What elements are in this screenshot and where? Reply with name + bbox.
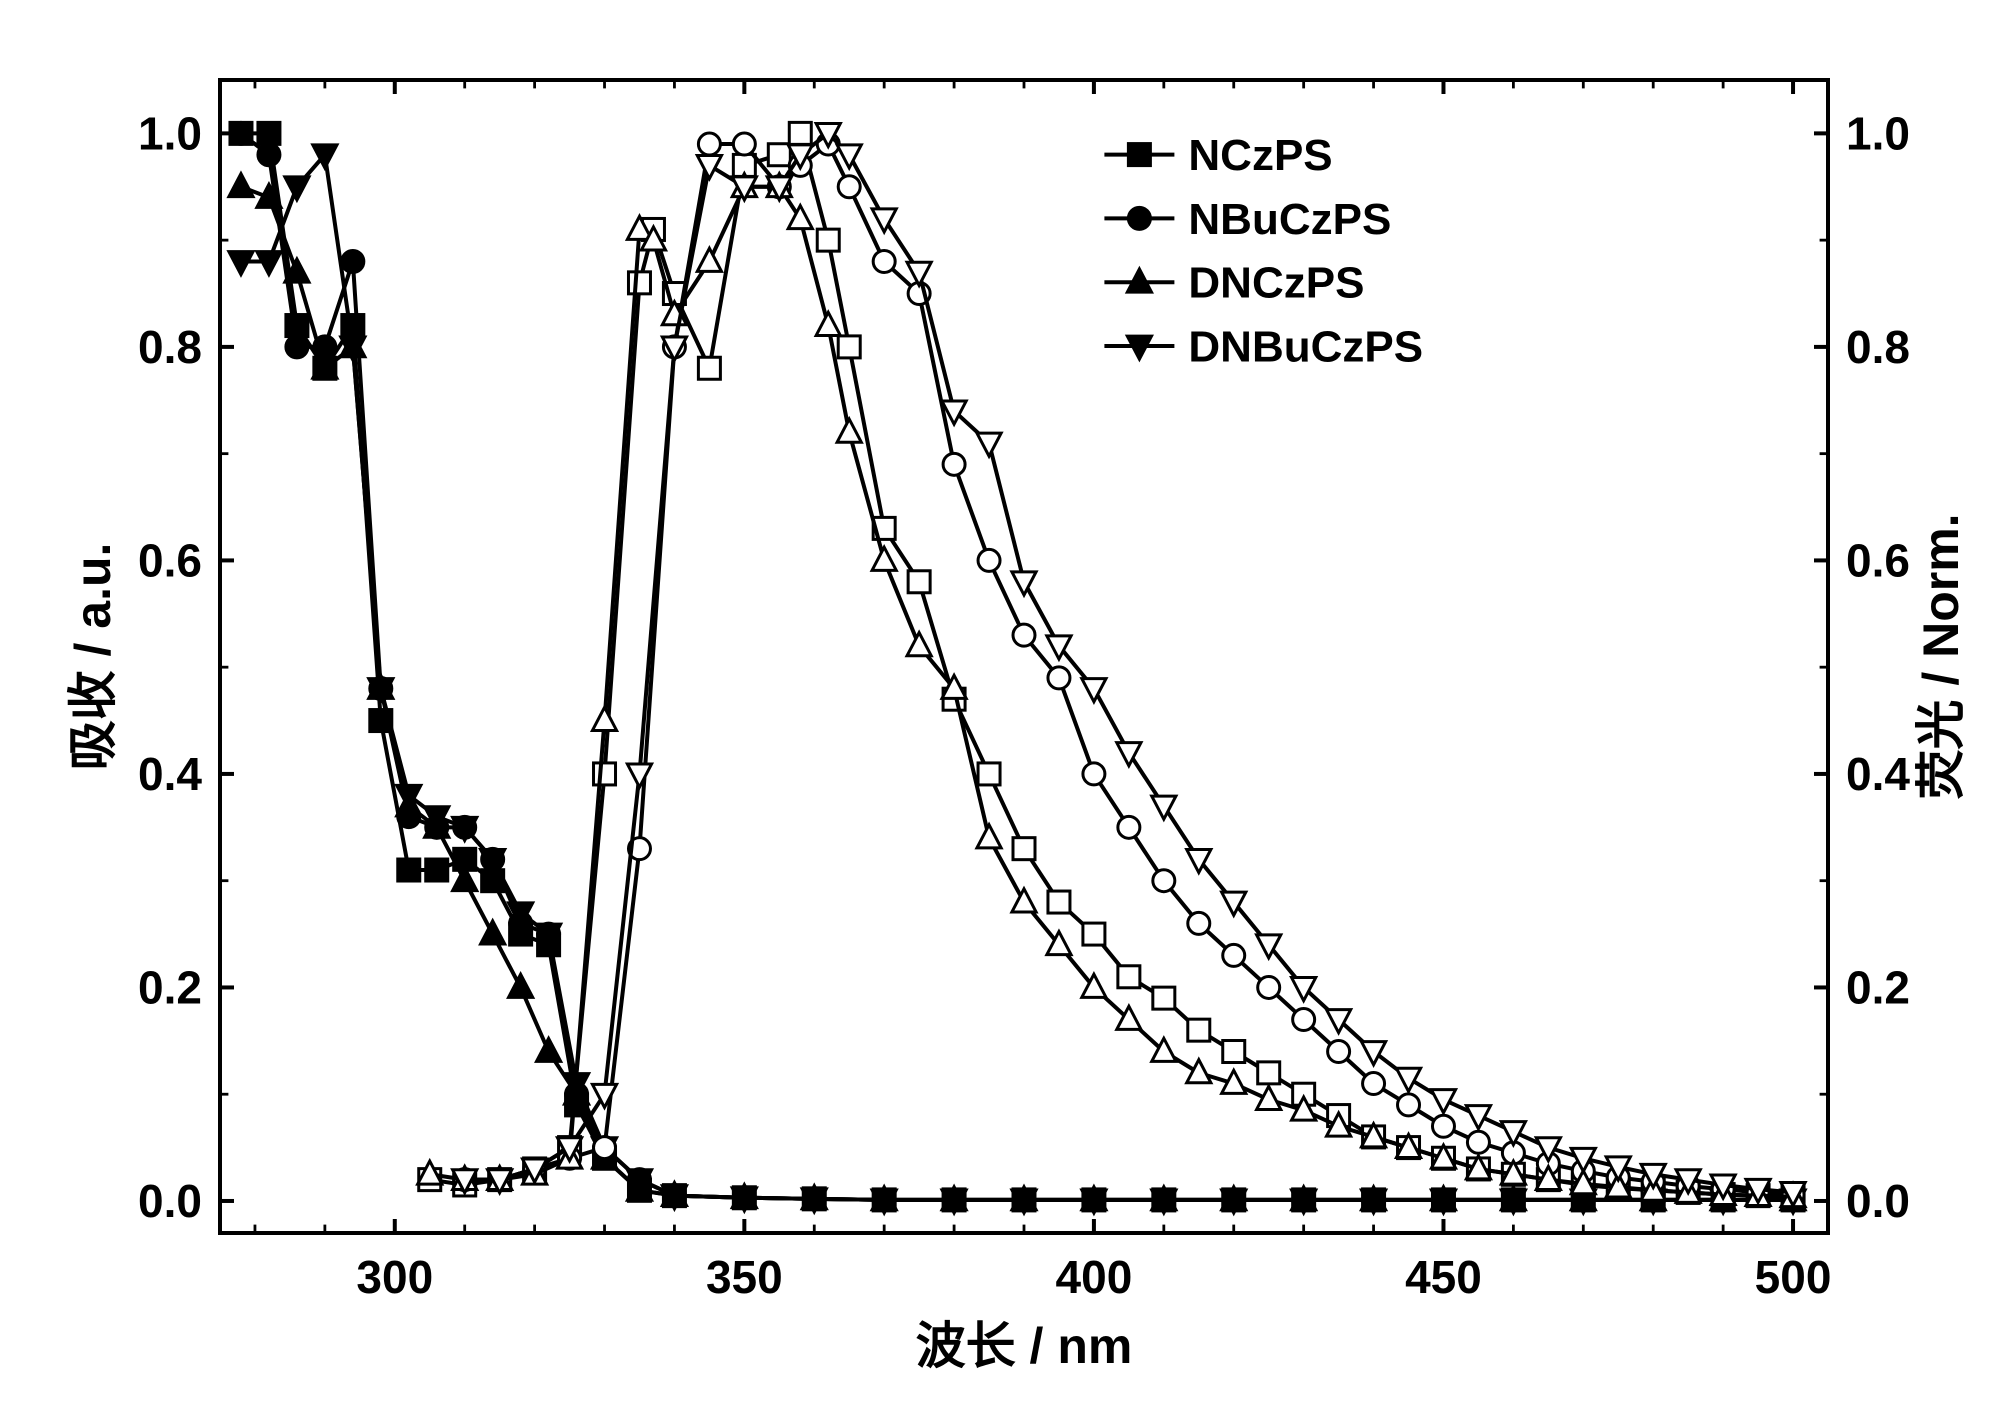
legend-label: DNBuCzPS [1188, 322, 1423, 371]
x-axis-label: 波长 / nm [916, 1318, 1133, 1374]
y-right-tick-label: 0.2 [1846, 962, 1910, 1014]
x-tick-label: 350 [706, 1251, 783, 1303]
legend-label: NCzPS [1188, 131, 1332, 180]
x-tick-label: 400 [1056, 1251, 1133, 1303]
y-left-tick-label: 0.0 [138, 1175, 202, 1227]
x-tick-label: 300 [356, 1251, 433, 1303]
y-left-tick-label: 0.8 [138, 321, 202, 373]
legend-label: NBuCzPS [1188, 195, 1391, 244]
spectrum-chart: 300 350 400 450 500 0.0 0.2 0.4 0.6 0.8 1.0 0.0 0.2 0… [20, 20, 2008, 1383]
y-left-tick-label: 0.6 [138, 535, 202, 587]
x-tick-label: 450 [1405, 1251, 1482, 1303]
legend-label: DNCzPS [1188, 259, 1364, 308]
y-right-tick-label: 0.4 [1846, 748, 1910, 800]
y-right-tick-label: 0.8 [1846, 321, 1910, 373]
y-left-axis-label: 吸收 / a.u. [65, 543, 121, 771]
y-right-tick-label: 0.0 [1846, 1175, 1910, 1227]
y-left-tick-label: 1.0 [138, 107, 202, 159]
y-right-axis-label: 荧光 / Norm. [1913, 513, 1969, 799]
y-right-tick-label: 0.6 [1846, 535, 1910, 587]
y-left-tick-label: 0.2 [138, 962, 202, 1014]
y-right-tick-label: 1.0 [1846, 107, 1910, 159]
x-tick-label: 500 [1755, 1251, 1832, 1303]
chart-container: 300 350 400 450 500 0.0 0.2 0.4 0.6 0.8 1.0 0.0 0.2 0… [20, 20, 2008, 1383]
y-left-tick-label: 0.4 [138, 748, 202, 800]
